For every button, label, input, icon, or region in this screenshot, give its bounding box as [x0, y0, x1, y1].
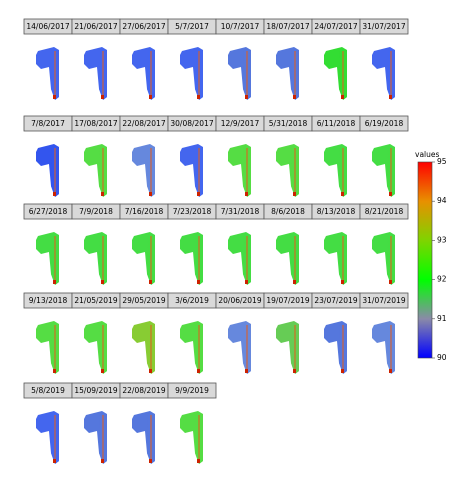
map-tip: [341, 95, 344, 99]
panel-label: 9/13/2018: [29, 296, 68, 305]
panel-label: 8/6/2018: [271, 207, 305, 216]
panel-label: 5/8/2019: [31, 386, 65, 395]
panel-label: 31/07/2017: [362, 22, 405, 31]
map-tip: [197, 280, 200, 284]
map-tip: [245, 192, 248, 196]
panel-label: 18/07/2017: [266, 22, 309, 31]
map-tip: [101, 280, 104, 284]
panel-header: [359, 292, 409, 309]
map-tip: [149, 369, 152, 373]
panel-label: 6/27/2018: [29, 207, 68, 216]
panel-label: 24/07/2017: [314, 22, 357, 31]
panel-label: 8/13/2018: [317, 207, 356, 216]
panel-label: 17/08/2017: [74, 119, 117, 128]
map-tip: [149, 459, 152, 463]
panel-label: 9/9/2019: [175, 386, 209, 395]
panel-label: 14/06/2017: [26, 22, 69, 31]
panel-label: 22/08/2017: [122, 119, 165, 128]
colorbar-title: values: [415, 150, 439, 159]
map-tip: [389, 95, 392, 99]
colorbar-tick-label: 93: [437, 235, 447, 244]
map-tip: [245, 95, 248, 99]
panel-header: [359, 115, 409, 132]
panel-label: 3/6/2019: [175, 296, 209, 305]
map-tip: [101, 95, 104, 99]
map-tip: [53, 459, 56, 463]
map-tip: [341, 192, 344, 196]
map-tip: [53, 95, 56, 99]
panel-label: 6/19/2018: [365, 119, 404, 128]
map-tip: [293, 369, 296, 373]
panel-label: 5/7/2017: [175, 22, 209, 31]
panel-label: 21/06/2017: [74, 22, 117, 31]
map-tip: [341, 280, 344, 284]
colorbar-tick-label: 92: [437, 275, 447, 284]
map-tip: [197, 192, 200, 196]
colorbar-tick-label: 90: [437, 353, 447, 362]
map-tip: [197, 369, 200, 373]
panel-label: 22/08/2019: [122, 386, 165, 395]
panel-header: [359, 18, 409, 35]
map-tip: [197, 95, 200, 99]
panel-label: 20/06/2019: [218, 296, 261, 305]
map-tip: [101, 459, 104, 463]
panel-label: 7/16/2018: [125, 207, 164, 216]
panel-label: 30/08/2017: [170, 119, 213, 128]
map-tip: [245, 369, 248, 373]
map-tip: [389, 369, 392, 373]
panel-label: 10/7/2017: [221, 22, 260, 31]
map-tip: [245, 280, 248, 284]
map-tip: [149, 192, 152, 196]
map-tip: [101, 369, 104, 373]
panel-label: 15/09/2019: [74, 386, 117, 395]
map-tip: [389, 280, 392, 284]
map-tip: [341, 369, 344, 373]
panel-label: 8/21/2018: [365, 207, 404, 216]
map-tip: [149, 280, 152, 284]
panel-label: 6/11/2018: [317, 119, 356, 128]
colorbar: [417, 161, 433, 359]
panel-label: 27/06/2017: [122, 22, 165, 31]
map-tip: [293, 280, 296, 284]
panel-label: 7/9/2018: [79, 207, 113, 216]
panel-label: 5/31/2018: [269, 119, 308, 128]
panel-header: [167, 382, 217, 399]
map-tip: [101, 192, 104, 196]
colorbar-tick-label: 94: [437, 196, 447, 205]
map-tip: [293, 192, 296, 196]
panel-label: 21/05/2019: [74, 296, 117, 305]
map-tip: [389, 192, 392, 196]
map-tip: [293, 95, 296, 99]
panel-label: 29/05/2019: [122, 296, 165, 305]
panel-label: 7/31/2018: [221, 207, 260, 216]
colorbar-tick-label: 91: [437, 314, 447, 323]
map-tip: [53, 369, 56, 373]
map-tip: [149, 95, 152, 99]
colorbar-tick-label: 95: [437, 157, 447, 166]
panel-label: 23/07/2019: [314, 296, 357, 305]
panel-label: 31/07/2019: [362, 296, 405, 305]
map-tip: [53, 280, 56, 284]
map-tip: [197, 459, 200, 463]
panel-header: [359, 203, 409, 220]
panel-label: 7/23/2018: [173, 207, 212, 216]
map-tip: [53, 192, 56, 196]
panel-label: 7/8/2017: [31, 119, 65, 128]
panel-label: 19/07/2019: [266, 296, 309, 305]
panel-label: 12/9/2017: [221, 119, 260, 128]
